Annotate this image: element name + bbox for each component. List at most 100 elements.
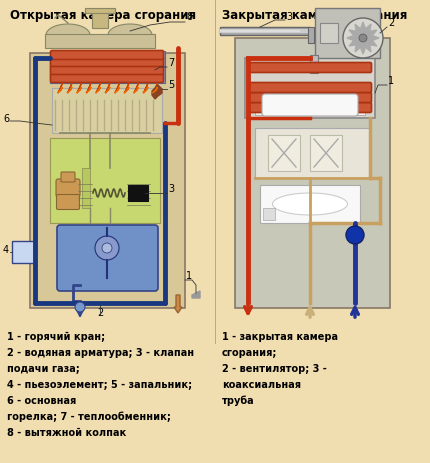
Circle shape — [346, 226, 364, 244]
Polygon shape — [58, 88, 62, 94]
Text: 3: 3 — [286, 12, 292, 22]
Circle shape — [75, 302, 85, 313]
Ellipse shape — [273, 194, 347, 216]
Polygon shape — [144, 84, 148, 94]
Polygon shape — [355, 39, 363, 53]
Polygon shape — [105, 84, 110, 94]
Text: 5: 5 — [168, 80, 174, 90]
Bar — [220, 30, 310, 34]
Bar — [260, 186, 360, 224]
Text: 1: 1 — [388, 76, 394, 86]
Polygon shape — [363, 25, 371, 39]
Polygon shape — [134, 84, 138, 94]
Text: 4 - пьезоэлемент; 5 - запальник;: 4 - пьезоэлемент; 5 - запальник; — [7, 379, 192, 389]
Polygon shape — [86, 88, 91, 94]
Polygon shape — [363, 39, 371, 53]
Bar — [30, 54, 185, 308]
Bar — [310, 56, 318, 74]
Polygon shape — [125, 84, 129, 94]
Text: 1: 1 — [186, 270, 192, 281]
Bar — [255, 129, 370, 179]
Polygon shape — [58, 84, 62, 94]
FancyBboxPatch shape — [249, 83, 372, 94]
Bar — [263, 208, 275, 220]
Circle shape — [102, 244, 112, 253]
Circle shape — [95, 237, 119, 260]
Circle shape — [359, 35, 367, 43]
Polygon shape — [143, 88, 148, 94]
Bar — [315, 9, 380, 59]
Bar — [82, 169, 90, 208]
Bar — [245, 59, 375, 119]
Polygon shape — [86, 84, 91, 94]
Bar — [50, 139, 160, 224]
Polygon shape — [115, 84, 120, 94]
FancyBboxPatch shape — [56, 180, 80, 198]
Text: сгорания;: сгорания; — [222, 347, 277, 357]
FancyBboxPatch shape — [249, 63, 372, 73]
Bar — [310, 136, 342, 172]
Polygon shape — [349, 31, 363, 39]
FancyBboxPatch shape — [50, 51, 163, 60]
Polygon shape — [95, 88, 101, 94]
Bar — [320, 24, 338, 44]
Bar — [50, 52, 165, 84]
Polygon shape — [363, 39, 377, 47]
Polygon shape — [192, 291, 200, 298]
Polygon shape — [105, 88, 110, 94]
Text: 3: 3 — [168, 184, 174, 194]
Text: 1 - горячий кран;: 1 - горячий кран; — [7, 332, 105, 341]
FancyBboxPatch shape — [249, 103, 372, 113]
Polygon shape — [77, 88, 82, 94]
Text: Закрытая камера сгорания: Закрытая камера сгорания — [222, 9, 407, 22]
FancyBboxPatch shape — [249, 94, 372, 103]
Bar — [45, 35, 155, 49]
Polygon shape — [360, 23, 366, 39]
FancyBboxPatch shape — [50, 75, 163, 83]
Text: горелка; 7 - теплообменник;: горелка; 7 - теплообменник; — [7, 411, 171, 422]
Polygon shape — [347, 36, 363, 42]
Text: 4: 4 — [3, 244, 9, 255]
Bar — [52, 89, 162, 134]
FancyBboxPatch shape — [262, 95, 358, 117]
Text: подачи газа;: подачи газа; — [7, 363, 80, 373]
Polygon shape — [114, 88, 120, 94]
Polygon shape — [360, 39, 366, 55]
FancyBboxPatch shape — [50, 66, 163, 75]
Text: коаксиальная: коаксиальная — [222, 379, 301, 389]
Polygon shape — [153, 88, 157, 94]
Bar — [85, 9, 115, 14]
Polygon shape — [77, 84, 82, 94]
Bar — [12, 242, 34, 263]
Text: труба: труба — [222, 395, 255, 406]
Bar — [255, 96, 365, 116]
Polygon shape — [363, 31, 377, 39]
Text: 2 - водяная арматура; 3 - клапан: 2 - водяная арматура; 3 - клапан — [7, 347, 194, 357]
Text: 7: 7 — [168, 58, 174, 68]
Bar — [92, 11, 108, 29]
Text: Открытая камера сгорания: Открытая камера сгорания — [10, 9, 196, 22]
Text: 6: 6 — [3, 114, 9, 124]
Bar — [268, 136, 300, 172]
Bar — [235, 39, 390, 308]
Polygon shape — [355, 25, 363, 39]
Polygon shape — [67, 88, 72, 94]
Circle shape — [343, 19, 383, 59]
Text: 2 - вентилятор; 3 -: 2 - вентилятор; 3 - — [222, 363, 327, 373]
Polygon shape — [153, 84, 157, 94]
Text: 2: 2 — [388, 18, 394, 28]
Ellipse shape — [108, 25, 152, 47]
Polygon shape — [124, 88, 129, 94]
Polygon shape — [349, 39, 363, 47]
Bar — [308, 28, 314, 44]
FancyBboxPatch shape — [50, 58, 163, 67]
Text: 8 - вытяжной колпак: 8 - вытяжной колпак — [7, 427, 126, 437]
Text: 6 - основная: 6 - основная — [7, 395, 76, 405]
Bar — [220, 28, 310, 36]
Polygon shape — [133, 88, 138, 94]
Bar — [128, 186, 148, 201]
Text: 1 - закрытая камера: 1 - закрытая камера — [222, 332, 338, 341]
FancyArrow shape — [174, 295, 182, 313]
FancyBboxPatch shape — [57, 225, 158, 291]
Text: 8: 8 — [186, 12, 192, 22]
